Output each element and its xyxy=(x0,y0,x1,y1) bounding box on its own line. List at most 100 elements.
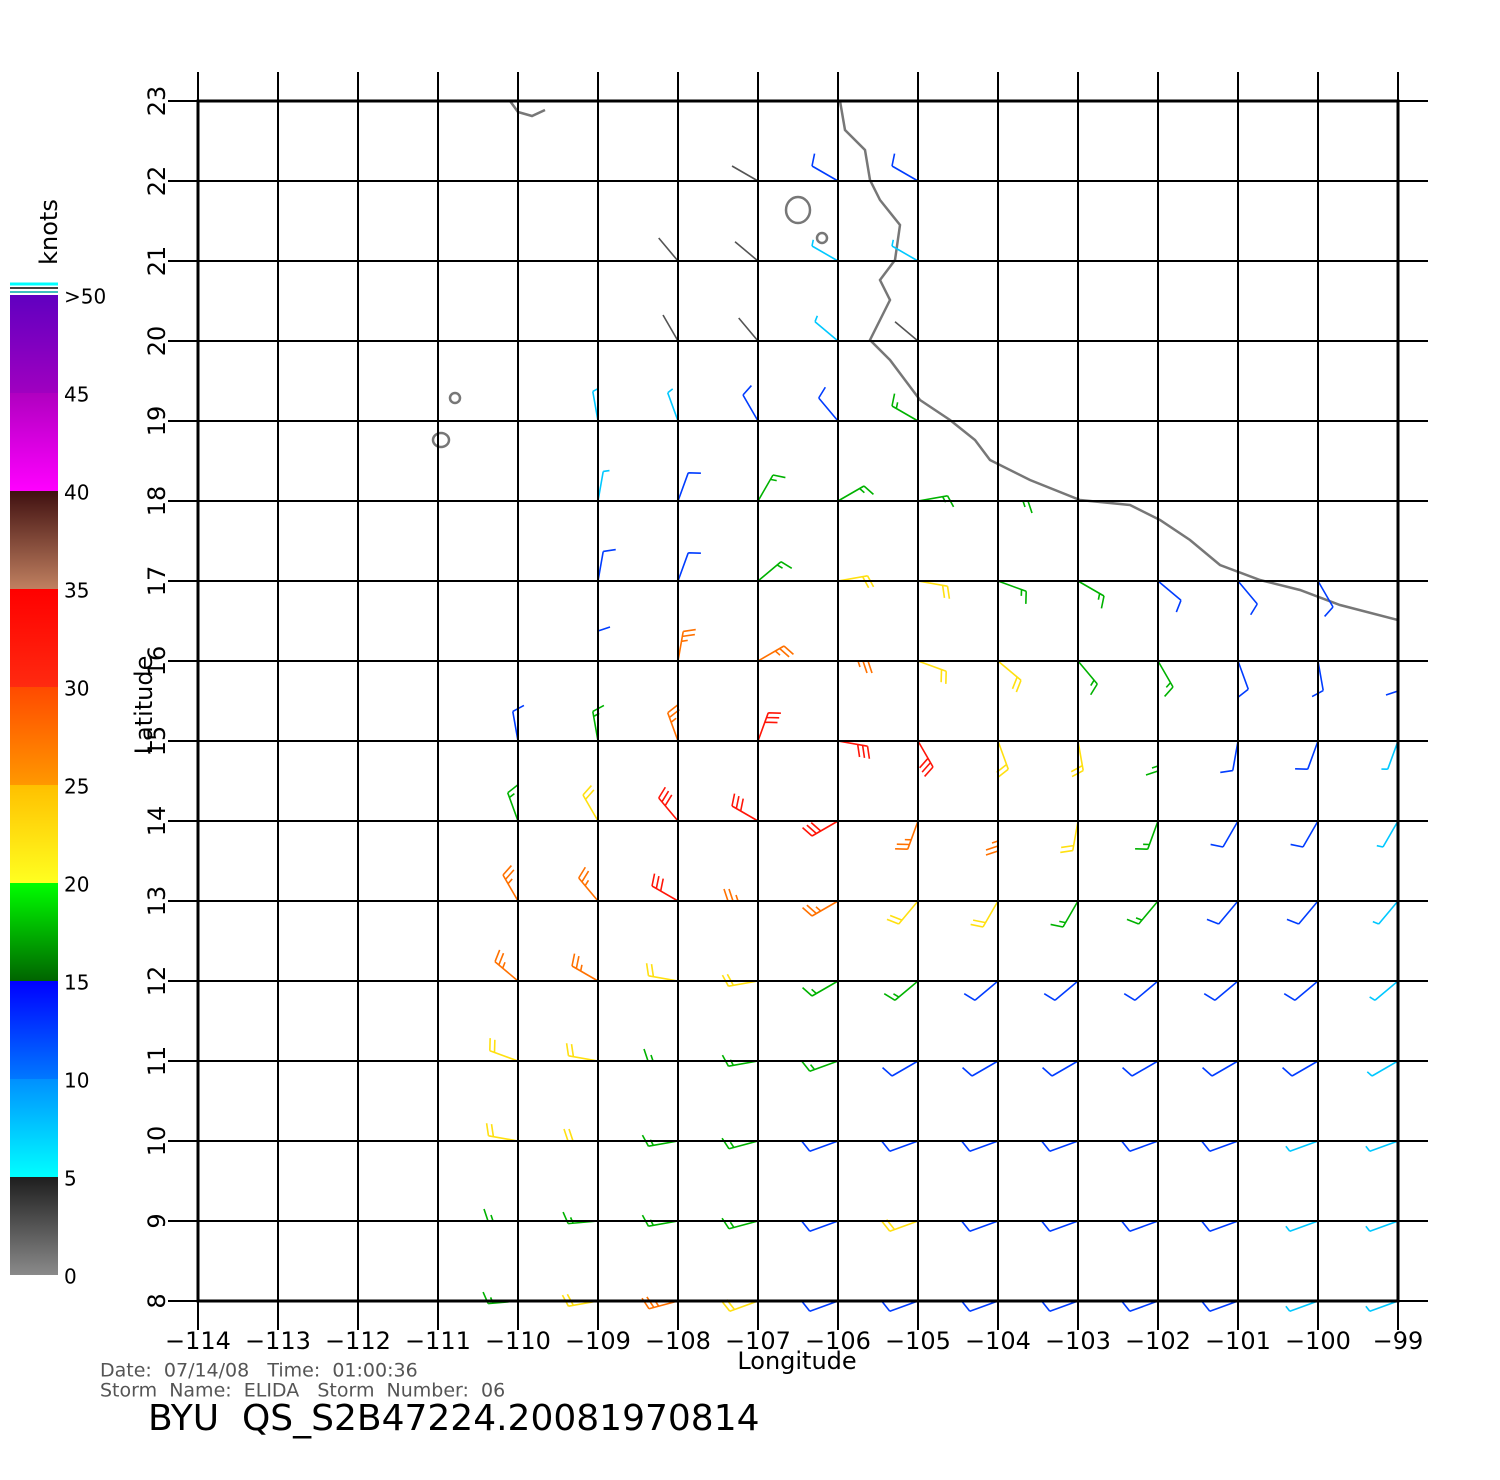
x-tick-label: −113 xyxy=(245,1327,311,1355)
wind-barb xyxy=(998,500,1033,514)
y-tick-label: 22 xyxy=(143,166,171,197)
coastline xyxy=(431,100,1399,622)
wind-barb xyxy=(1135,820,1159,850)
x-tick-label: −109 xyxy=(565,1327,631,1355)
colorbar-bin xyxy=(10,883,58,981)
wind-barb xyxy=(1201,1300,1239,1313)
wind-barb xyxy=(1385,661,1399,696)
coast-segment xyxy=(508,100,546,118)
colorbar-label: 30 xyxy=(64,677,89,701)
wind-barb xyxy=(677,472,701,502)
wind-barb xyxy=(494,949,519,982)
wind-barb xyxy=(891,393,919,422)
island xyxy=(815,231,829,245)
x-tick-label: −100 xyxy=(1285,1327,1351,1355)
wind-barb xyxy=(891,153,919,182)
wind-barb xyxy=(1043,980,1079,1001)
wind-barb xyxy=(1365,1300,1399,1313)
y-tick-label: 10 xyxy=(143,1126,171,1157)
wind-barb xyxy=(1285,1220,1319,1233)
island xyxy=(431,431,451,449)
wind-barb xyxy=(1295,740,1319,770)
wind-barb xyxy=(734,241,759,262)
colorbar-label: >50 xyxy=(64,285,106,309)
wind-barb xyxy=(801,1140,839,1153)
x-tick-label: −104 xyxy=(965,1327,1031,1355)
colorbar-label: 15 xyxy=(64,971,89,995)
wind-barb xyxy=(1220,740,1239,774)
wind-barb xyxy=(1286,900,1319,925)
y-tick-label: 11 xyxy=(143,1046,171,1077)
wind-barb xyxy=(1290,820,1319,848)
wind-barb xyxy=(563,1128,598,1142)
y-axis-label: Latitude xyxy=(130,656,158,755)
wind-barb xyxy=(723,888,758,902)
wind-barb xyxy=(811,153,839,182)
x-tick-label: −107 xyxy=(725,1327,791,1355)
wind-barb xyxy=(1157,660,1174,697)
colorbar-bin xyxy=(10,589,58,687)
wind-barb xyxy=(882,1060,919,1077)
wind-barb xyxy=(742,385,759,422)
colorbar-bin xyxy=(10,491,58,589)
y-tick-label: 17 xyxy=(143,566,171,597)
wind-barb xyxy=(651,873,679,902)
x-tick-label: −106 xyxy=(805,1327,871,1355)
wind-barb xyxy=(1041,1300,1079,1313)
wind-barb xyxy=(1285,1300,1319,1313)
colorbar-bin xyxy=(10,1079,58,1177)
y-tick-label: 14 xyxy=(143,806,171,837)
colorbar-label: 5 xyxy=(64,1167,77,1191)
wind-barb xyxy=(962,1060,999,1077)
wind-barb xyxy=(1060,820,1079,854)
wind-barb xyxy=(506,784,519,822)
wind-barb xyxy=(1210,820,1239,848)
colorbar-label: 0 xyxy=(64,1265,77,1289)
wind-barb xyxy=(1050,900,1079,928)
wind-barb xyxy=(997,580,1027,604)
wind-barb xyxy=(757,645,794,662)
wind-barb xyxy=(917,580,951,599)
wind-barb xyxy=(1121,1300,1159,1313)
x-tick-label: −108 xyxy=(645,1327,711,1355)
wind-barb xyxy=(645,963,679,982)
y-tick-label: 21 xyxy=(143,246,171,277)
wind-barb xyxy=(483,1208,518,1222)
wind-barb xyxy=(662,314,679,342)
coast-segment xyxy=(838,100,1399,622)
wind-barb xyxy=(1203,980,1239,1001)
wind-barb xyxy=(802,900,839,917)
x-tick-label: −111 xyxy=(405,1327,471,1355)
colorbar-label: 10 xyxy=(64,1069,89,1093)
colorbar-label: 45 xyxy=(64,383,89,407)
wind-barb xyxy=(1237,580,1258,616)
wind-barb xyxy=(1121,1220,1159,1233)
wind-barb xyxy=(970,900,999,928)
colorbar-bin xyxy=(10,393,58,491)
plot-frame xyxy=(196,99,1400,1303)
wind-barb xyxy=(731,793,759,822)
wind-barb xyxy=(881,1300,919,1313)
island xyxy=(784,195,812,225)
wind-barb xyxy=(597,626,611,661)
x-tick-label: −110 xyxy=(485,1327,551,1355)
x-tick-label: −102 xyxy=(1125,1327,1191,1355)
wind-barb xyxy=(1201,1140,1239,1153)
wind-barb xyxy=(838,660,873,674)
wind-barb xyxy=(886,900,919,925)
x-tick-label: −101 xyxy=(1205,1327,1271,1355)
wind-barb xyxy=(721,1217,759,1230)
wind-barb xyxy=(597,469,610,502)
wind-barb xyxy=(814,315,839,342)
wind-barb xyxy=(1206,900,1239,925)
wind-barb xyxy=(881,1140,919,1153)
x-axis-label: Longitude xyxy=(737,1347,856,1375)
wind-barb xyxy=(883,980,919,1001)
wind-barb xyxy=(582,785,599,822)
wind-barb xyxy=(666,704,680,742)
wind-barb xyxy=(963,980,999,1001)
file-name: BYU QS_S2B47224.20081970814 xyxy=(148,1398,760,1439)
wind-barb xyxy=(1122,1060,1159,1077)
wind-barb xyxy=(811,239,839,262)
